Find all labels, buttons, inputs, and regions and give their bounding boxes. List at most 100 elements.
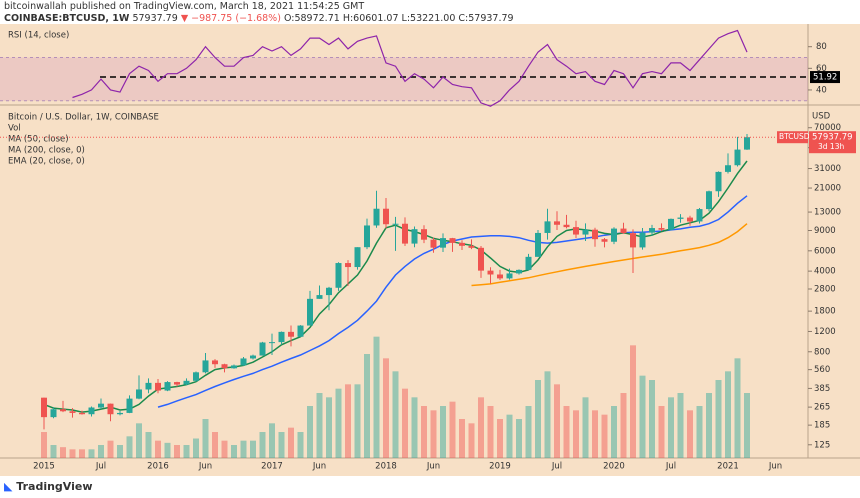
- volume-bar: [592, 410, 598, 458]
- volume-bar: [478, 397, 484, 458]
- candle-body: [715, 171, 722, 192]
- x-tick-label: Jun: [312, 462, 326, 472]
- volume-bar: [164, 442, 171, 458]
- candle-body: [506, 273, 513, 279]
- candle-body: [677, 217, 684, 219]
- candle-body: [326, 287, 332, 296]
- y-unit: USD: [812, 112, 831, 122]
- x-tick-label: 2020: [603, 462, 625, 472]
- rsi-level-label: 51.92: [813, 73, 837, 83]
- volume-bar: [421, 406, 427, 458]
- candle-body: [421, 229, 427, 240]
- chart: RSI (14, close) Bitcoin / U.S. Dollar, 1…: [0, 24, 860, 476]
- volume-bar: [364, 354, 370, 458]
- legend-entry: MA (50, close): [8, 135, 69, 145]
- indicator-line: [471, 223, 748, 287]
- candle-body: [60, 409, 66, 412]
- volume-bar: [174, 445, 180, 458]
- candle-body: [725, 165, 731, 172]
- candle-body: [449, 238, 456, 243]
- volume-bar: [126, 436, 133, 458]
- volume-bar: [497, 419, 503, 458]
- ohlc: L:53221.00: [401, 13, 456, 24]
- volume-bar: [649, 380, 655, 458]
- candle-body: [136, 389, 142, 399]
- candle-body: [117, 412, 123, 415]
- volume-bar: [335, 388, 342, 458]
- volume-bar: [725, 371, 731, 458]
- volume-bar: [687, 410, 693, 458]
- x-tick-label: 2018: [375, 462, 397, 472]
- volume-bar: [183, 445, 190, 458]
- rsi-tick-label: 40: [816, 85, 827, 95]
- y-tick-label: 6000: [814, 246, 836, 256]
- rsi-tick-label: 80: [816, 42, 827, 52]
- candle-body: [468, 245, 475, 248]
- candle-body: [174, 382, 180, 385]
- x-tick-label: 2021: [717, 462, 739, 472]
- candle-body: [649, 228, 655, 233]
- legend-entry: Vol: [8, 124, 21, 134]
- x-tick-label: Jun: [198, 462, 212, 472]
- candle-body: [79, 412, 85, 415]
- volume-bar: [297, 432, 304, 458]
- candle-body: [639, 232, 646, 248]
- volume-bar: [734, 358, 741, 458]
- volume-bar: [535, 380, 541, 458]
- volume-bar: [744, 393, 750, 458]
- legend-entry: EMA (20, close, 0): [8, 157, 85, 167]
- x-tick-label: Jun: [426, 462, 440, 472]
- volume-bar: [449, 401, 456, 458]
- candle-body: [212, 360, 218, 365]
- volume-bar: [50, 445, 57, 458]
- volume-bar: [554, 384, 560, 458]
- candle-body: [297, 325, 304, 337]
- y-tick-label: 21000: [814, 184, 841, 194]
- volume-bar: [79, 449, 85, 458]
- ohlc: O:58972.71: [283, 13, 340, 24]
- volume-bar: [288, 427, 294, 458]
- volume-bar: [563, 406, 570, 458]
- volume-bar: [117, 445, 123, 458]
- candle-body: [601, 239, 608, 242]
- x-tick-label: 2019: [489, 462, 511, 472]
- candle-body: [164, 382, 171, 391]
- volume-bar: [459, 419, 465, 458]
- candle-body: [145, 382, 152, 390]
- candle-body: [250, 355, 256, 359]
- volume-bar: [202, 419, 209, 458]
- candle-body: [155, 382, 161, 391]
- candle-body: [611, 228, 617, 242]
- candle-body: [687, 217, 693, 222]
- candle-body: [706, 191, 712, 210]
- candle-body: [373, 208, 380, 226]
- candle-body: [269, 342, 275, 344]
- logo: ◣: [4, 480, 17, 493]
- volume-bar: [601, 414, 608, 458]
- volume-bar: [658, 406, 665, 458]
- candle-body: [544, 221, 551, 233]
- volume-bar: [240, 440, 247, 458]
- symbol-box: [777, 131, 808, 144]
- candle-body: [744, 137, 750, 150]
- x-tick-label: 2016: [147, 462, 169, 472]
- candle-body: [630, 233, 636, 248]
- volume-bar: [259, 432, 266, 458]
- ohlc: C:57937.79: [458, 13, 514, 24]
- candle-body: [668, 218, 674, 230]
- rsi-tick-label: 60: [816, 64, 827, 74]
- x-tick-label: 2017: [261, 462, 283, 472]
- x-tick-label: Jun: [768, 462, 782, 472]
- volume-bar: [345, 384, 351, 458]
- y-tick-label: 385: [814, 384, 830, 394]
- volume-bar: [411, 397, 418, 458]
- chart-title: Bitcoin / U.S. Dollar, 1W, COINBASE: [8, 113, 159, 123]
- volume-bar: [278, 432, 285, 458]
- candle-body: [259, 342, 266, 356]
- candle-body: [126, 398, 133, 413]
- y-tick-label: 125: [814, 440, 830, 450]
- candle-body: [354, 247, 361, 268]
- candle-body: [563, 224, 570, 228]
- volume-bar: [250, 440, 256, 458]
- symbol: COINBASE:BTCUSD, 1W: [4, 13, 130, 24]
